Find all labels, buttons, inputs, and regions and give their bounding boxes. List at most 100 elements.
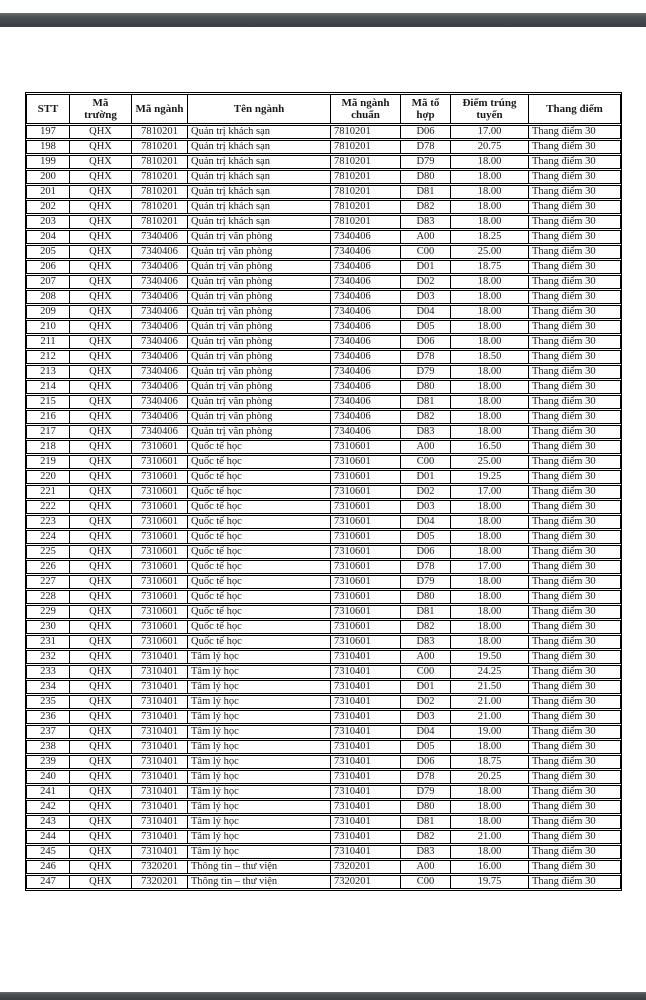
cell-stt: 219 (26, 455, 70, 469)
cell-thang-diem: Thang điểm 30 (529, 410, 621, 424)
cell-ma-nganh-chuan: 7810201 (331, 185, 401, 199)
table-row: 220 QHX 7310601 Quốc tế học 7310601 D01 19.25 T… (26, 470, 621, 484)
cell-ma-truong: QHX (70, 815, 132, 829)
cell-ma-truong: QHX (70, 350, 132, 364)
cell-ma-truong: QHX (70, 380, 132, 394)
cell-ma-nganh-chuan: 7340406 (331, 380, 401, 394)
cell-diem-trung-tuyen: 18.00 (451, 845, 529, 859)
cell-ma-to-hop: D79 (401, 365, 451, 379)
cell-thang-diem: Thang điểm 30 (529, 620, 621, 634)
table-row: 224 QHX 7310601 Quốc tế học 7310601 D05 18.00 T… (26, 530, 621, 544)
table-row: 203 QHX 7810201 Quản trị khách sạn 7810201 D8… (26, 215, 621, 229)
cell-ma-to-hop: D04 (401, 305, 451, 319)
column-header-ma-to-hop: Mã tổ hợp (401, 94, 451, 124)
cell-ma-to-hop: A00 (401, 440, 451, 454)
cell-ma-truong: QHX (70, 845, 132, 859)
cell-thang-diem: Thang điểm 30 (529, 395, 621, 409)
cell-diem-trung-tuyen: 18.00 (451, 320, 529, 334)
cell-ma-to-hop: D06 (401, 545, 451, 559)
table-row: 237 QHX 7310401 Tâm lý học 7310401 D04 19.00 Th… (26, 725, 621, 739)
cell-ten-nganh: Quản trị khách sạn (188, 200, 331, 214)
cell-stt: 199 (26, 155, 70, 169)
cell-stt: 209 (26, 305, 70, 319)
cell-diem-trung-tuyen: 18.75 (451, 755, 529, 769)
cell-ma-truong: QHX (70, 590, 132, 604)
cell-stt: 197 (26, 125, 70, 139)
cell-ma-truong: QHX (70, 665, 132, 679)
cell-ma-truong: QHX (70, 860, 132, 874)
cell-ma-nganh-chuan: 7810201 (331, 155, 401, 169)
cell-ma-truong: QHX (70, 365, 132, 379)
cell-ma-nganh: 7310401 (132, 740, 188, 754)
cell-stt: 204 (26, 230, 70, 244)
cell-ma-nganh: 7810201 (132, 125, 188, 139)
cell-ma-nganh: 7340406 (132, 410, 188, 424)
cell-thang-diem: Thang điểm 30 (529, 290, 621, 304)
cell-ma-nganh-chuan: 7310401 (331, 650, 401, 664)
cell-thang-diem: Thang điểm 30 (529, 125, 621, 139)
cell-ma-nganh-chuan: 7310401 (331, 695, 401, 709)
table-row: 238 QHX 7310401 Tâm lý học 7310401 D05 18.00 Th… (26, 740, 621, 754)
cell-diem-trung-tuyen: 24.25 (451, 665, 529, 679)
table-row: 242 QHX 7310401 Tâm lý học 7310401 D80 18.00 Th… (26, 800, 621, 814)
cell-ma-truong: QHX (70, 515, 132, 529)
cell-ma-nganh: 7810201 (132, 140, 188, 154)
cell-ten-nganh: Quản trị văn phòng (188, 395, 331, 409)
table-row: 243 QHX 7310401 Tâm lý học 7310401 D81 18.00 Th… (26, 815, 621, 829)
cell-thang-diem: Thang điểm 30 (529, 425, 621, 439)
cell-ten-nganh: Quốc tế học (188, 590, 331, 604)
cell-ma-to-hop: D04 (401, 725, 451, 739)
cell-ma-to-hop: D80 (401, 380, 451, 394)
cell-diem-trung-tuyen: 18.00 (451, 500, 529, 514)
cell-ma-nganh-chuan: 7810201 (331, 200, 401, 214)
table-row: 241 QHX 7310401 Tâm lý học 7310401 D79 18.00 Th… (26, 785, 621, 799)
cell-ma-to-hop: D03 (401, 500, 451, 514)
cell-diem-trung-tuyen: 20.25 (451, 770, 529, 784)
cell-ma-nganh-chuan: 7310401 (331, 665, 401, 679)
cell-stt: 206 (26, 260, 70, 274)
column-header-diem-trung-tuyen: Điểm trúng tuyển (451, 94, 529, 124)
table-row: 211 QHX 7340406 Quản trị văn phòng 7340406 D0… (26, 335, 621, 349)
cell-stt: 218 (26, 440, 70, 454)
cell-diem-trung-tuyen: 18.00 (451, 590, 529, 604)
cell-diem-trung-tuyen: 18.00 (451, 275, 529, 289)
column-header-ma-nganh: Mã ngành (132, 94, 188, 124)
column-header-stt: STT (26, 94, 70, 124)
cell-ma-nganh: 7810201 (132, 185, 188, 199)
cell-ma-truong: QHX (70, 740, 132, 754)
cell-ma-nganh-chuan: 7310401 (331, 755, 401, 769)
cell-ma-nganh: 7310401 (132, 785, 188, 799)
cell-ten-nganh: Quản trị văn phòng (188, 275, 331, 289)
cell-stt: 243 (26, 815, 70, 829)
cell-ma-truong: QHX (70, 305, 132, 319)
cell-ma-nganh-chuan: 7310601 (331, 500, 401, 514)
cell-ma-nganh-chuan: 7310601 (331, 515, 401, 529)
cell-ma-to-hop: D82 (401, 200, 451, 214)
table-row: 204 QHX 7340406 Quản trị văn phòng 7340406 A0… (26, 230, 621, 244)
table-row: 226 QHX 7310601 Quốc tế học 7310601 D78 17.00 T… (26, 560, 621, 574)
cell-ma-truong: QHX (70, 620, 132, 634)
cell-thang-diem: Thang điểm 30 (529, 770, 621, 784)
cell-ma-nganh: 7310601 (132, 485, 188, 499)
cell-ma-nganh: 7310601 (132, 500, 188, 514)
cell-ma-to-hop: D79 (401, 785, 451, 799)
cell-ma-nganh: 7340406 (132, 245, 188, 259)
table-row: 217 QHX 7340406 Quản trị văn phòng 7340406 D8… (26, 425, 621, 439)
cell-ten-nganh: Quốc tế học (188, 575, 331, 589)
cell-ten-nganh: Tâm lý học (188, 815, 331, 829)
cell-ten-nganh: Quản trị văn phòng (188, 365, 331, 379)
cell-ma-to-hop: D81 (401, 605, 451, 619)
cell-stt: 217 (26, 425, 70, 439)
cell-ten-nganh: Tâm lý học (188, 845, 331, 859)
cell-ma-to-hop: D02 (401, 275, 451, 289)
cell-thang-diem: Thang điểm 30 (529, 260, 621, 274)
cell-thang-diem: Thang điểm 30 (529, 755, 621, 769)
cell-ma-nganh-chuan: 7310401 (331, 800, 401, 814)
cell-stt: 222 (26, 500, 70, 514)
cell-diem-trung-tuyen: 18.00 (451, 515, 529, 529)
cell-ten-nganh: Quản trị khách sạn (188, 155, 331, 169)
cell-thang-diem: Thang điểm 30 (529, 455, 621, 469)
cell-ten-nganh: Quốc tế học (188, 470, 331, 484)
cell-ma-truong: QHX (70, 440, 132, 454)
cell-stt: 202 (26, 200, 70, 214)
